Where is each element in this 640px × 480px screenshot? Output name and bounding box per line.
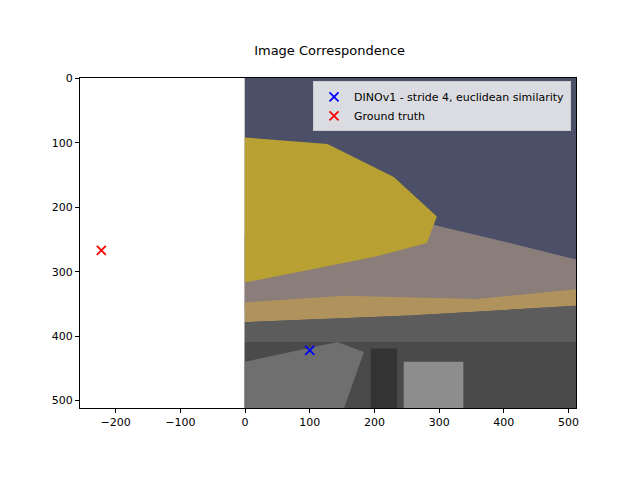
svg-text:−200: −200 (100, 416, 130, 429)
svg-text:Ground truth: Ground truth (354, 110, 425, 123)
svg-text:200: 200 (364, 416, 385, 429)
svg-text:0: 0 (66, 72, 73, 85)
svg-text:DINOv1 - stride 4, euclidean s: DINOv1 - stride 4, euclidean similarity (354, 91, 564, 104)
svg-text:−100: −100 (165, 416, 195, 429)
svg-text:200: 200 (52, 201, 73, 214)
svg-text:300: 300 (429, 416, 450, 429)
svg-text:500: 500 (558, 416, 579, 429)
svg-text:Image Correspondence: Image Correspondence (254, 43, 405, 58)
svg-text:500: 500 (52, 394, 73, 407)
svg-text:0: 0 (242, 416, 249, 429)
svg-text:400: 400 (493, 416, 514, 429)
svg-text:400: 400 (52, 330, 73, 343)
svg-text:300: 300 (52, 266, 73, 279)
svg-text:100: 100 (299, 416, 320, 429)
svg-text:100: 100 (52, 137, 73, 150)
